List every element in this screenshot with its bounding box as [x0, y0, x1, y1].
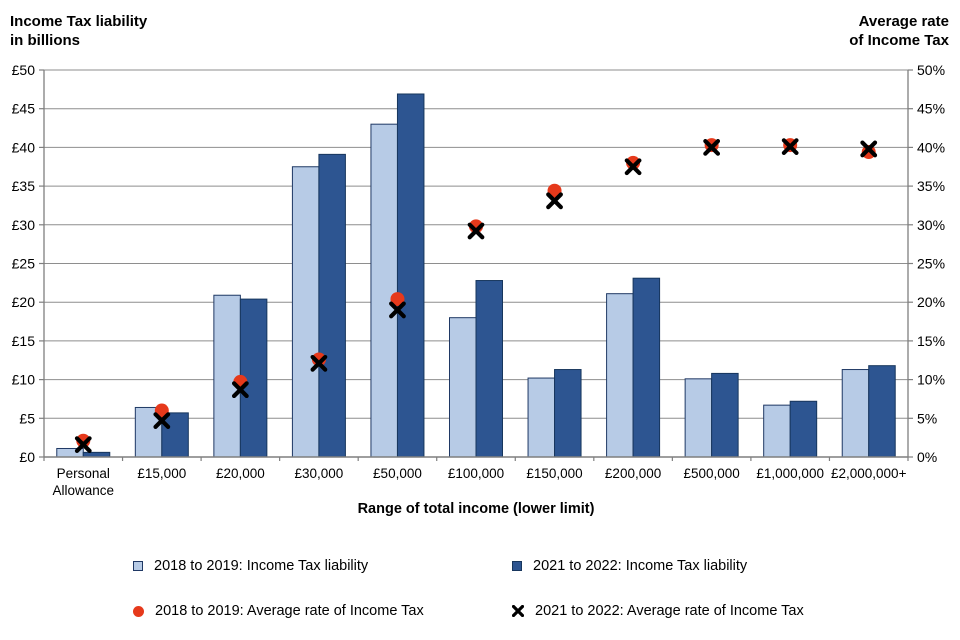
- left-axis-title-line1: Income Tax liability: [10, 13, 148, 30]
- bar-2021: [632, 277, 661, 458]
- legend-label: 2021 to 2022: Average rate of Income Tax: [535, 603, 804, 619]
- bar-2021: [475, 280, 503, 458]
- legend-label: 2021 to 2022: Income Tax liability: [533, 558, 748, 574]
- left-axis-tick-label: £10: [12, 372, 36, 388]
- left-axis-tick-label: £5: [19, 410, 35, 426]
- bar-2021: [711, 372, 739, 458]
- x-category-label: £1,000,000: [756, 466, 824, 481]
- left-axis-tick-label: £25: [12, 256, 36, 272]
- bar-2018: [291, 166, 320, 458]
- x-category-label: £2,000,000+: [831, 466, 907, 481]
- x-category-label: £150,000: [526, 466, 582, 481]
- x-category-label: Allowance: [52, 483, 114, 498]
- marker-black-x: [389, 301, 406, 319]
- legend-item-2018-bars: 2018 to 2019: Income Tax liability: [133, 558, 368, 574]
- right-axis-tick-label: 10%: [917, 372, 945, 388]
- left-axis-tick-label: £45: [12, 101, 36, 117]
- right-axis-tick-label: 40%: [917, 139, 945, 155]
- legend-label: 2018 to 2019: Average rate of Income Tax: [155, 603, 424, 619]
- left-axis-tick-label: £35: [12, 178, 36, 194]
- marker-black-x: [310, 354, 328, 372]
- marker-black-x: [781, 138, 799, 156]
- marker-red-circle: [626, 155, 641, 170]
- right-axis-tick-label: 50%: [917, 62, 945, 78]
- left-axis-title-line2: in billions: [10, 32, 80, 49]
- right-axis-tick-label: 20%: [917, 294, 945, 310]
- bar-2018: [370, 123, 398, 458]
- x-category-label: £50,000: [373, 466, 422, 481]
- marker-red-circle: [861, 145, 876, 160]
- marker-red-circle: [390, 292, 405, 307]
- legend-item-2021-bars: 2021 to 2022: Income Tax liability: [512, 558, 747, 574]
- right-axis-tick-label: 5%: [917, 410, 937, 426]
- legend-item-2018-rate: 2018 to 2019: Average rate of Income Tax: [133, 603, 424, 619]
- dark-blue-square-legend-icon: [512, 561, 522, 571]
- black-x-legend-icon: [512, 605, 524, 617]
- bar-2018: [841, 369, 870, 458]
- right-axis-title-line2: of Income Tax: [849, 32, 949, 49]
- marker-black-x: [231, 381, 249, 399]
- bar-2018: [213, 294, 241, 458]
- bar-2021: [789, 400, 818, 458]
- x-category-label: £100,000: [448, 466, 504, 481]
- light-blue-square-legend-icon: [133, 561, 143, 571]
- marker-black-x: [860, 140, 878, 158]
- bar-2021: [868, 365, 896, 458]
- left-axis-tick-label: £50: [12, 62, 36, 78]
- marker-red-circle: [547, 183, 562, 198]
- right-axis-tick-label: 45%: [917, 101, 945, 117]
- x-category-label: £200,000: [605, 466, 661, 481]
- legend-label: 2018 to 2019: Income Tax liability: [154, 558, 369, 574]
- marker-red-circle: [76, 433, 91, 448]
- right-axis-tick-label: 35%: [917, 178, 945, 194]
- marker-red-circle: [311, 352, 326, 367]
- right-axis-tick-label: 0%: [917, 449, 937, 465]
- marker-black-x: [546, 192, 563, 210]
- left-axis-tick-label: £20: [12, 294, 36, 310]
- bar-2021: [318, 153, 346, 458]
- x-category-label: £20,000: [216, 466, 265, 481]
- right-axis-title: Average rate of Income Tax: [849, 12, 949, 50]
- bar-2021: [396, 93, 425, 458]
- marker-red-circle: [154, 403, 169, 418]
- marker-black-x: [467, 222, 485, 240]
- bar-2018: [763, 404, 791, 458]
- bar-2018: [606, 293, 634, 458]
- x-category-label: £500,000: [683, 466, 739, 481]
- left-axis-tick-label: £15: [12, 333, 36, 349]
- left-axis-title: Income Tax liability in billions: [10, 12, 147, 50]
- x-category-label: £30,000: [295, 466, 344, 481]
- marker-black-x: [624, 158, 642, 176]
- bar-2018: [527, 377, 556, 458]
- right-axis-title-line1: Average rate: [858, 13, 949, 30]
- bar-2018: [449, 317, 477, 458]
- x-category-label: £15,000: [137, 466, 186, 481]
- right-axis-tick-label: 25%: [917, 256, 945, 272]
- legend-item-2021-rate: 2021 to 2022: Average rate of Income Tax: [512, 603, 804, 619]
- marker-black-x: [74, 436, 92, 454]
- x-axis-title: Range of total income (lower limit): [357, 501, 595, 517]
- left-axis-tick-label: £40: [12, 139, 36, 155]
- red-circle-legend-icon: [133, 605, 144, 617]
- marker-black-x: [703, 139, 721, 156]
- x-category-label: Personal: [57, 466, 110, 481]
- left-axis-tick-label: £30: [12, 217, 36, 233]
- right-axis-tick-label: 15%: [917, 333, 945, 349]
- bar-2021: [554, 369, 582, 458]
- marker-black-x: [153, 412, 171, 430]
- left-axis-tick-label: £0: [19, 449, 35, 465]
- bar-2018: [684, 378, 713, 458]
- right-axis-tick-label: 30%: [917, 217, 945, 233]
